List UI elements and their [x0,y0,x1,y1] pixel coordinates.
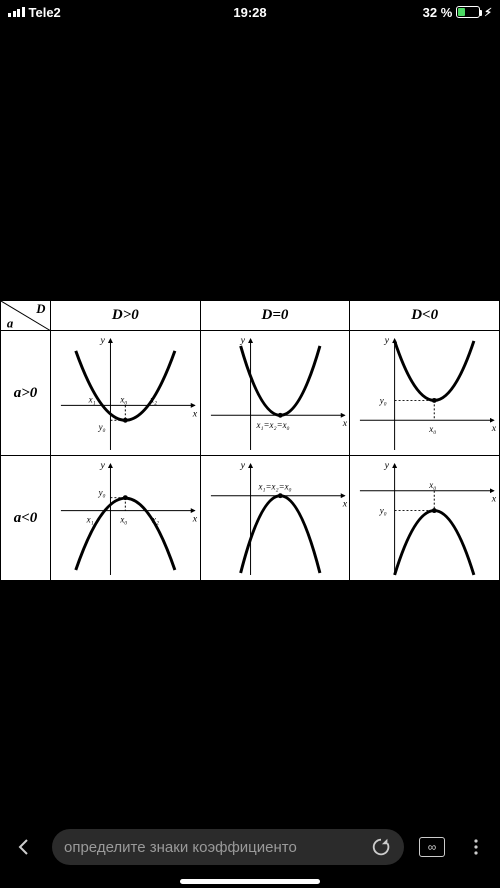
svg-text:x: x [491,423,497,434]
battery-fill [458,8,464,16]
content-image: D a D>0 D=0 D<0 a>0 x y [0,300,500,581]
battery-pct-label: 32 % [423,5,453,20]
svg-text:y₀: y₀ [98,422,106,432]
browser-bottom-bar: определите знаки коэффициенто ∞ [0,822,500,872]
cell-a-pos-d-pos: x y x₁ x₀ x₂ y₀ [51,331,201,456]
home-indicator[interactable] [180,879,320,884]
tab-count-icon: ∞ [419,837,445,857]
menu-button[interactable] [460,831,492,863]
svg-text:y: y [384,335,390,346]
col-param-label: D [35,302,45,316]
cell-a-neg-d-pos: x y x₁ x₀ x₂ y₀ [51,456,201,581]
row-header-2: a<0 [1,456,51,581]
statusbar: Tele2 19:28 32 % ⚡︎ [0,0,500,24]
svg-text:x: x [341,418,347,429]
svg-text:x: x [192,408,198,419]
more-vertical-icon [466,837,486,857]
clock: 19:28 [233,5,266,20]
svg-text:x: x [491,494,497,505]
svg-text:x₀: x₀ [429,480,437,490]
charging-icon: ⚡︎ [484,6,492,19]
svg-text:y: y [239,335,245,346]
cell-a-neg-d-zero: x y x₁=x₂=x₀ [200,456,350,581]
reload-icon[interactable] [370,836,392,858]
svg-text:x₁: x₁ [88,394,96,404]
svg-text:x: x [192,513,198,524]
svg-text:x₀: x₀ [119,394,127,404]
address-bar[interactable]: определите знаки коэффициенто [52,829,404,865]
row-header-1: a>0 [1,331,51,456]
svg-text:y: y [100,460,106,471]
col-header-1: D>0 [51,301,201,331]
svg-text:x₁: x₁ [86,514,94,524]
battery-icon [456,6,480,18]
cell-a-pos-d-zero: x y x₁=x₂=x₀ [200,331,350,456]
signal-icon [8,7,25,17]
svg-text:y: y [384,460,390,471]
svg-text:y₀: y₀ [379,506,387,516]
statusbar-right: 32 % ⚡︎ [423,5,492,20]
statusbar-left: Tele2 [8,5,61,20]
svg-text:y₀: y₀ [379,395,387,405]
svg-text:y: y [239,460,245,471]
svg-text:x₀: x₀ [119,514,127,524]
col-header-2: D=0 [200,301,350,331]
address-bar-text: определите знаки коэффициенто [64,839,362,856]
svg-text:x₀: x₀ [429,424,437,434]
svg-text:x₁=x₂=x₀: x₁=x₂=x₀ [255,420,289,430]
svg-text:y: y [100,335,106,346]
svg-text:x₂: x₂ [151,514,159,524]
svg-text:x₁=x₂=x₀: x₁=x₂=x₀ [257,482,291,492]
parabola-matrix: D a D>0 D=0 D<0 a>0 x y [0,300,500,581]
svg-text:x: x [341,499,347,510]
col-header-3: D<0 [350,301,500,331]
back-button[interactable] [8,831,40,863]
cell-a-pos-d-neg: x y y₀ x₀ [350,331,500,456]
chevron-left-icon [14,837,34,857]
svg-text:x₂: x₂ [149,394,157,404]
row-param-label: a [7,316,14,330]
carrier-label: Tele2 [29,5,61,20]
header-corner: D a [1,301,51,331]
svg-text:y₀: y₀ [98,488,106,498]
tabs-button[interactable]: ∞ [416,831,448,863]
cell-a-neg-d-neg: x y y₀ x₀ [350,456,500,581]
